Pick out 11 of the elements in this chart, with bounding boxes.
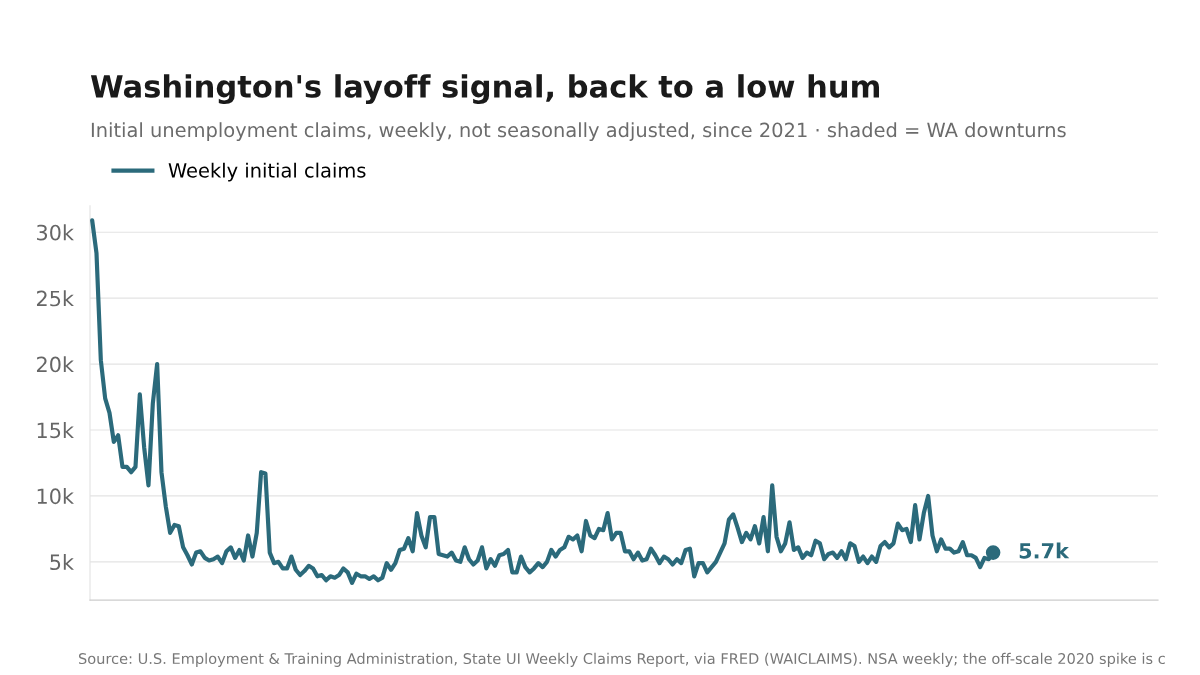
y-tick-label: 20k [36, 356, 74, 373]
y-tick-label: 25k [36, 290, 74, 307]
chart-title: Washington's layoff signal, back to a low hum [90, 74, 879, 105]
legend-label: Weekly initial claims [168, 162, 366, 182]
y-tick-label: 15k [37, 422, 74, 439]
y-tick-label: 10k [37, 488, 74, 505]
y-tick-label: 30k [37, 224, 74, 241]
text: 5.7k [1019, 542, 1070, 559]
chart-subtitle: Initial unemployment claims, weekly, not seasonally adjusted, since 2021 · shaded = WA downturns [91, 122, 1066, 142]
y-tick-label: 5k [50, 553, 74, 571]
source-note: Source: U.S. Employment & Training Administration, State UI Weekly Claims Report, via FRED (WAICLAIMS). NSA weekly; the off-scale 2020 spike is c [78, 652, 1165, 667]
